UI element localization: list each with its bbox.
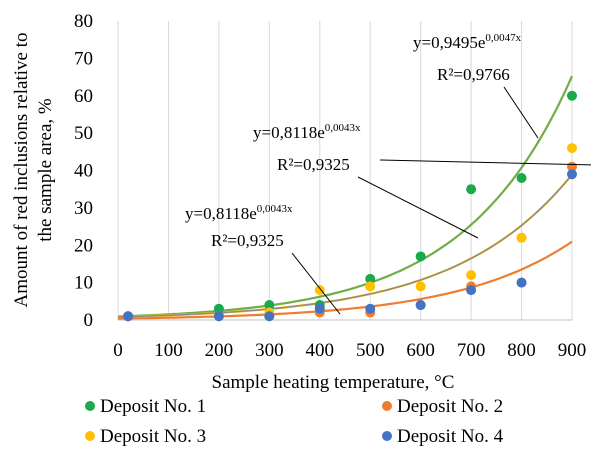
trendline-2 — [117, 240, 573, 320]
point-series-4-1 — [213, 311, 224, 322]
x-tick-label-400: 400 — [306, 340, 335, 361]
equation-2-exponent: 0,0043x — [325, 122, 361, 134]
point-series-1-4 — [365, 273, 376, 284]
equation-annotation-3: y=0,8118e0,0043x R²=0,9325 — [185, 203, 341, 315]
y-tick-label-40: 40 — [74, 161, 93, 182]
point-series-4-0 — [123, 311, 134, 322]
y-tick-label-80: 80 — [74, 11, 93, 32]
point-series-1-7 — [516, 172, 527, 183]
x-tick-label-200: 200 — [205, 340, 234, 361]
point-series-4-6 — [466, 285, 477, 296]
legend: Deposit No. 1 Deposit No. 2 Deposit No. 3 D… — [85, 396, 504, 447]
data-points — [123, 90, 577, 322]
y-tick-label-20: 20 — [74, 235, 93, 256]
x-tick-label-700: 700 — [457, 340, 486, 361]
point-series-3-4 — [365, 281, 376, 292]
point-series-4-2 — [264, 311, 275, 322]
equation-2-base: y=0,8118e — [253, 123, 325, 142]
point-series-3-7 — [516, 232, 527, 243]
point-series-1-6 — [466, 184, 477, 195]
legend-label-3: Deposit No. 3 — [100, 426, 206, 447]
y-tick-label-0: 0 — [84, 310, 94, 331]
y-tick-label-60: 60 — [74, 86, 93, 107]
trendlines — [117, 75, 574, 320]
legend-marker-1 — [85, 401, 95, 411]
x-tick-label-100: 100 — [154, 340, 183, 361]
x-tick-label-0: 0 — [113, 340, 123, 361]
equation-annotation-1: y=0,9495e0,0047x R²=0,9766 — [413, 32, 539, 139]
y-axis-label-line-1: Amount of red inclusions relative to — [11, 33, 32, 308]
point-series-4-7 — [516, 277, 527, 288]
equation-3-base: y=0,8118e — [185, 204, 257, 223]
equation-1-exponent: 0,0047x — [485, 32, 521, 44]
x-tick-label-300: 300 — [255, 340, 284, 361]
point-series-1-8 — [567, 90, 577, 101]
y-tick-label-10: 10 — [74, 273, 93, 294]
point-series-3-5 — [415, 281, 426, 292]
y-tick-label-50: 50 — [74, 123, 93, 144]
x-tick-label-500: 500 — [356, 340, 385, 361]
y-axis-label-line-2: the sample area, % — [35, 98, 56, 242]
trendline-4 — [117, 174, 573, 318]
equation-3-exponent: 0,0043x — [257, 203, 293, 215]
legend-label-1: Deposit No. 1 — [100, 396, 206, 417]
equation-3-r2: R²=0,9325 — [211, 231, 284, 250]
point-series-1-2 — [264, 300, 275, 311]
point-series-4-3 — [314, 303, 325, 314]
point-series-1-5 — [415, 251, 426, 262]
point-series-4-5 — [415, 300, 426, 311]
legend-marker-4 — [382, 431, 392, 441]
x-axis-label: Sample heating temperature, °C — [212, 372, 455, 393]
point-series-1-1 — [213, 303, 224, 314]
point-series-4-8 — [567, 169, 577, 180]
equation-2-r2: R²=0,9325 — [277, 155, 350, 174]
equation-1-base: y=0,9495e — [413, 33, 485, 52]
point-series-3-3 — [314, 285, 325, 296]
x-tick-label-900: 900 — [558, 340, 587, 361]
grid-lines — [117, 21, 573, 320]
legend-label-2: Deposit No. 2 — [397, 396, 503, 417]
svg-text:y=0,8118e0,0043x: y=0,8118e0,0043x — [253, 122, 361, 142]
equation-annotation-2: y=0,8118e0,0043x R²=0,9325 — [253, 122, 591, 239]
x-tick-labels: 0 100 200 300 400 500 600 700 800 900 — [113, 340, 586, 361]
legend-label-4: Deposit No. 4 — [397, 426, 504, 447]
point-series-4-4 — [365, 303, 376, 314]
svg-text:y=0,9495e0,0047x: y=0,9495e0,0047x — [413, 32, 522, 52]
svg-text:y=0,8118e0,0043x: y=0,8118e0,0043x — [185, 203, 293, 223]
y-tick-label-70: 70 — [74, 48, 93, 69]
x-tick-label-800: 800 — [507, 340, 536, 361]
legend-marker-2 — [382, 401, 392, 411]
y-tick-labels: 0 10 20 30 40 50 60 70 80 — [74, 11, 93, 331]
x-tick-label-600: 600 — [406, 340, 435, 361]
y-tick-label-30: 30 — [74, 198, 93, 219]
legend-marker-3 — [85, 431, 95, 441]
equation-1-r2: R²=0,9766 — [437, 65, 510, 84]
trendline-1 — [117, 75, 574, 318]
point-series-3-8 — [567, 143, 577, 154]
point-series-3-6 — [466, 270, 477, 281]
trendline-3 — [117, 173, 573, 319]
